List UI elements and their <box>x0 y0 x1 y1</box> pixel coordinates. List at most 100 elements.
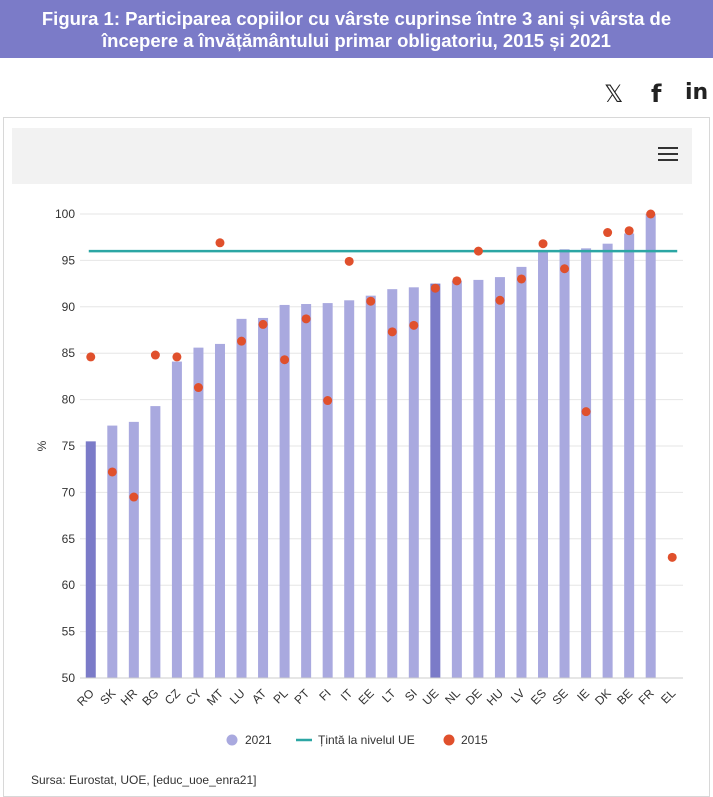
x-tick-label-el: EL <box>658 686 679 707</box>
bar-2021-lt <box>387 289 398 678</box>
x-tick-label-sk: SK <box>97 686 118 707</box>
dot-2015-fi <box>323 396 333 406</box>
y-tick-label: 100 <box>55 207 75 221</box>
x-tick-label-bg: BG <box>139 686 161 708</box>
y-tick-label: 75 <box>62 439 76 453</box>
share-linkedin-icon[interactable]: in <box>685 80 709 105</box>
dot-2015-dk <box>603 228 613 238</box>
dot-2015-be <box>624 226 634 236</box>
x-tick-label-dk: DK <box>592 686 614 708</box>
dot-2015-hr <box>129 492 139 502</box>
bar-2021-fr <box>645 214 656 678</box>
dot-2015-el <box>667 552 677 562</box>
bar-2021-de <box>473 279 484 678</box>
bar-2021-hr <box>128 421 139 678</box>
dot-2015-ue <box>430 283 440 293</box>
bar-2021-mt <box>214 343 225 678</box>
x-tick-label-cz: CZ <box>162 686 183 707</box>
legend-2015-label: 2015 <box>461 733 488 747</box>
x-tick-label-ee: EE <box>356 686 377 707</box>
hamburger-menu-icon[interactable] <box>658 145 680 163</box>
bar-2021-cz <box>171 361 182 678</box>
y-tick-label: 65 <box>62 532 76 546</box>
x-tick-label-pl: PL <box>270 686 291 707</box>
x-tick-label-ro: RO <box>74 686 97 709</box>
title-line-1: Figura 1: Participarea copiilor cu vârst… <box>41 8 672 29</box>
legend-2021-label: 2021 <box>245 733 272 747</box>
chart-panel <box>3 117 710 797</box>
x-tick-label-pt: PT <box>291 686 312 707</box>
dot-2015-cz <box>172 352 182 362</box>
dot-2015-bg <box>150 350 160 360</box>
x-tick-label-lt: LT <box>379 686 399 706</box>
x-tick-label-es: ES <box>528 686 549 707</box>
source-note: Sursa: Eurostat, UOE, [educ_uoe_enra21] <box>31 773 257 787</box>
y-axis-label: % <box>35 440 49 451</box>
title-bar: Figura 1: Participarea copiilor cu vârst… <box>0 0 713 58</box>
x-tick-label-hr: HR <box>118 686 140 708</box>
x-tick-label-cy: CY <box>183 686 205 708</box>
dot-2015-pl <box>280 355 290 365</box>
dot-2015-lt <box>387 327 397 337</box>
dot-2015-ee <box>366 296 376 306</box>
bar-2021-hu <box>494 277 505 678</box>
dot-2015-de <box>473 246 483 256</box>
bar-2021-pl <box>279 304 290 678</box>
bar-2021-lu <box>236 318 247 678</box>
bar-2021-sk <box>107 425 118 678</box>
dot-2015-ie <box>581 407 591 417</box>
x-tick-label-nl: NL <box>442 686 463 707</box>
bar-2021-si <box>408 287 419 678</box>
x-tick-label-mt: MT <box>204 686 227 709</box>
x-tick-label-be: BE <box>614 686 635 707</box>
dot-2015-es <box>538 239 548 249</box>
bar-2021-ie <box>581 248 592 678</box>
y-tick-label: 95 <box>62 253 76 267</box>
bar-2021-ue <box>430 283 441 678</box>
dot-2015-pt <box>301 314 311 324</box>
y-tick-label: 50 <box>62 671 76 685</box>
bar-2021-es <box>538 250 549 678</box>
y-tick-label: 60 <box>62 578 76 592</box>
x-tick-label-it: IT <box>338 686 356 704</box>
chart-toolbar <box>12 128 692 184</box>
dot-2015-cy <box>193 383 203 393</box>
bar-2021-pt <box>301 304 312 678</box>
dot-2015-lv <box>516 274 526 284</box>
bar-2021-be <box>624 233 635 678</box>
bar-2021-nl <box>451 280 462 678</box>
x-tick-label-si: SI <box>402 686 420 704</box>
bar-2021-se <box>559 249 570 679</box>
x-tick-label-hu: HU <box>484 686 506 708</box>
bar-2021-fi <box>322 303 333 678</box>
x-tick-label-de: DE <box>463 686 485 708</box>
x-tick-label-ie: IE <box>574 686 592 704</box>
page-title: Figura 1: Participarea copiilor cu vârst… <box>10 8 703 52</box>
dot-2015-at <box>258 319 268 329</box>
dot-2015-it <box>344 256 354 266</box>
share-facebook-icon[interactable]: f <box>651 80 662 108</box>
legend-2015-swatch <box>443 734 455 746</box>
y-tick-label: 70 <box>62 485 76 499</box>
bar-2021-bg <box>150 406 161 678</box>
bar-2021-lv <box>516 266 527 678</box>
dot-2015-si <box>409 320 419 330</box>
dot-2015-sk <box>107 467 117 477</box>
dot-2015-ro <box>86 352 96 362</box>
dot-2015-se <box>560 264 570 274</box>
y-tick-label: 85 <box>62 346 76 360</box>
dot-2015-lu <box>237 336 247 346</box>
bar-2021-dk <box>602 243 613 679</box>
y-tick-label: 80 <box>62 393 76 407</box>
dot-2015-mt <box>215 238 225 248</box>
x-tick-label-se: SE <box>549 686 570 707</box>
share-x-icon[interactable]: 𝕏 <box>604 80 624 108</box>
x-tick-label-lv: LV <box>508 686 528 706</box>
bar-2021-at <box>258 317 269 678</box>
title-line-2: începere a învățământului primar obligat… <box>102 30 611 51</box>
x-tick-label-at: AT <box>249 686 270 707</box>
bar-2021-ro <box>85 441 96 678</box>
x-tick-label-fi: FI <box>316 686 333 703</box>
y-tick-label: 90 <box>62 300 76 314</box>
